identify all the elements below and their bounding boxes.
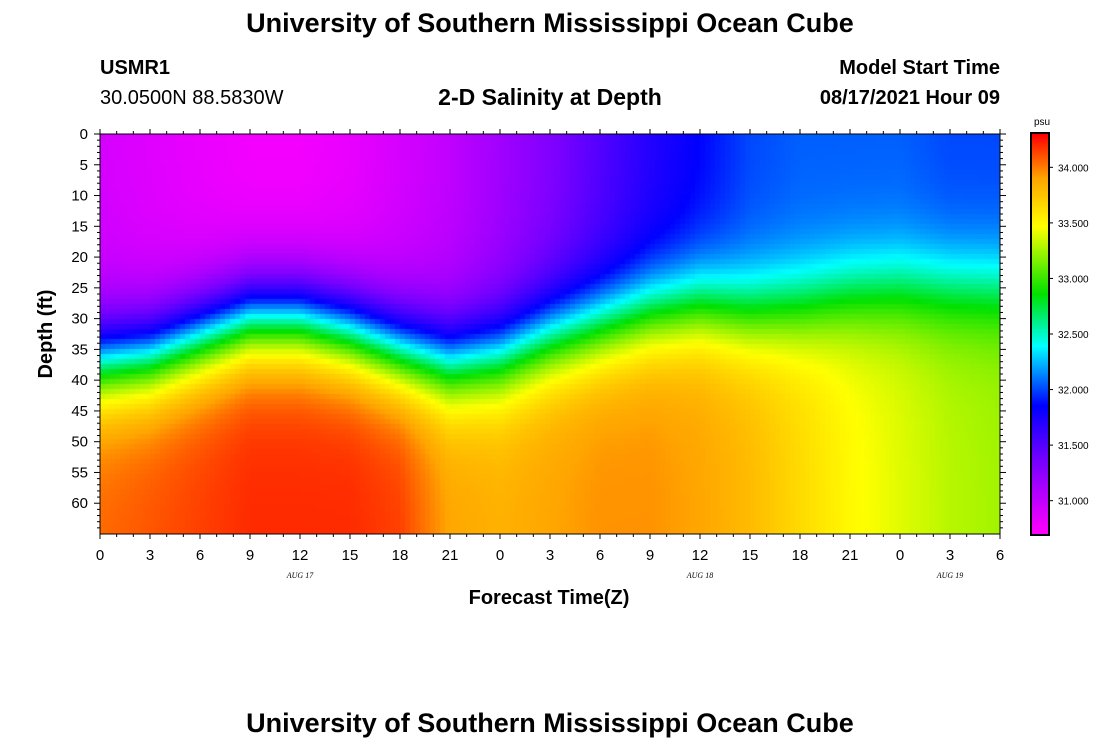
- y-tick-label: 30: [71, 311, 88, 328]
- x-tick-label: 0: [896, 547, 904, 564]
- x-tick-label: 6: [596, 547, 604, 564]
- x-tick-label: 9: [246, 547, 254, 564]
- colorbar-tick-label: 34.000: [1058, 163, 1089, 174]
- y-tick-label: 40: [71, 372, 88, 389]
- colorbar-tick-label: 33.500: [1058, 219, 1089, 230]
- y-tick-label: 45: [71, 403, 88, 420]
- y-tick-label: 15: [71, 218, 88, 235]
- x-axis-label: Forecast Time(Z): [469, 587, 630, 609]
- y-tick-label: 35: [71, 341, 88, 358]
- y-tick-label: 50: [71, 434, 88, 451]
- x-tick-label: 18: [792, 547, 809, 564]
- page-title: University of Southern Mississippi Ocean…: [246, 8, 854, 38]
- date-label: AUG 18: [686, 571, 713, 580]
- x-tick-label: 6: [996, 547, 1004, 564]
- x-tick-label: 21: [842, 547, 859, 564]
- y-tick-label: 55: [71, 464, 88, 481]
- y-tick-label: 5: [80, 157, 88, 174]
- footer-title: University of Southern Mississippi Ocean…: [246, 708, 854, 738]
- colorbar-frame: [1030, 132, 1050, 536]
- plot-frame: [99, 133, 1001, 535]
- x-tick-label: 12: [292, 547, 309, 564]
- station-id: USMR1: [100, 57, 171, 79]
- colorbar-scale: [1032, 134, 1048, 534]
- date-label: AUG 19: [936, 571, 963, 580]
- station-coordinates: 30.0500N 88.5830W: [100, 87, 284, 109]
- x-tick-label: 0: [96, 547, 104, 564]
- salinity-heatmap: [100, 134, 1000, 534]
- colorbar-tick-label: 31.500: [1058, 441, 1089, 452]
- y-tick-label: 20: [71, 249, 88, 266]
- x-tick-label: 3: [546, 547, 554, 564]
- colorbar-unit: psu: [1034, 117, 1050, 128]
- colorbar-tick-label: 33.000: [1058, 274, 1089, 285]
- colorbar-tick-label: 32.000: [1058, 386, 1089, 397]
- y-tick-label: 25: [71, 280, 88, 297]
- x-tick-label: 6: [196, 547, 204, 564]
- y-tick-label: 10: [71, 188, 88, 205]
- date-label: AUG 17: [286, 571, 314, 580]
- x-tick-label: 3: [946, 547, 954, 564]
- x-tick-label: 12: [692, 547, 709, 564]
- y-tick-label: 0: [80, 126, 88, 143]
- x-tick-label: 3: [146, 547, 154, 564]
- x-tick-label: 15: [342, 547, 359, 564]
- model-start-label: Model Start Time: [839, 57, 1000, 79]
- colorbar-tick-label: 31.000: [1058, 497, 1089, 508]
- x-tick-label: 21: [442, 547, 459, 564]
- colorbar-tick-label: 32.500: [1058, 330, 1089, 341]
- y-tick-label: 60: [71, 495, 88, 512]
- x-tick-label: 15: [742, 547, 759, 564]
- y-axis-label: Depth (ft): [35, 290, 57, 379]
- x-tick-label: 9: [646, 547, 654, 564]
- x-tick-label: 18: [392, 547, 409, 564]
- x-tick-label: 0: [496, 547, 504, 564]
- chart-title: 2-D Salinity at Depth: [438, 84, 662, 110]
- model-start-value: 08/17/2021 Hour 09: [819, 87, 1000, 109]
